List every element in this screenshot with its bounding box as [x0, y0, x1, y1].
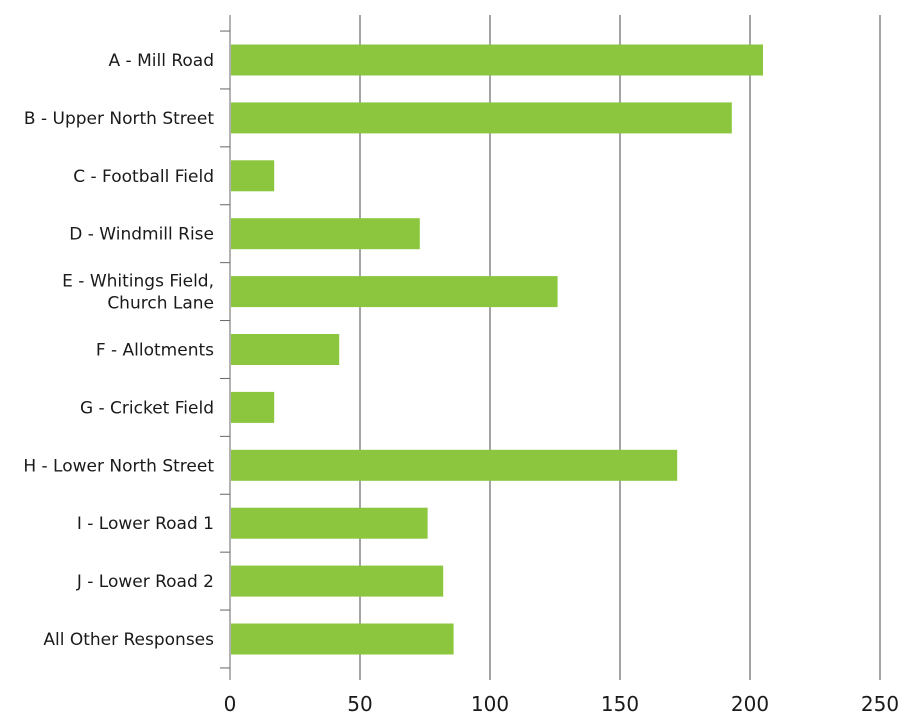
- x-tick-labels: 0 50 100 150 200 250: [224, 692, 899, 716]
- category-label: D - Windmill Rise: [69, 225, 214, 245]
- bar-4: [231, 218, 420, 250]
- bar-8: [231, 449, 678, 481]
- bar-7: [231, 391, 275, 423]
- category-label: Church Lane: [107, 294, 214, 314]
- category-label: J - Lower Road 2: [76, 572, 214, 592]
- category-label: A - Mill Road: [109, 51, 214, 71]
- bar-11: [231, 623, 454, 655]
- x-tick-label: 0: [224, 692, 237, 716]
- category-label: F - Allotments: [96, 341, 214, 361]
- category-label: E - Whitings Field,: [62, 272, 214, 292]
- x-tick-label: 250: [861, 692, 899, 716]
- category-label: I - Lower Road 1: [77, 514, 214, 534]
- category-label: C - Football Field: [73, 167, 214, 187]
- x-tick-label: 150: [601, 692, 639, 716]
- bar-9: [231, 507, 428, 539]
- category-label: B - Upper North Street: [24, 109, 214, 129]
- bar-5: [231, 276, 558, 308]
- x-tick-label: 50: [347, 692, 372, 716]
- bars: [231, 44, 763, 655]
- bar-6: [231, 334, 340, 365]
- x-tick-label: 200: [731, 692, 769, 716]
- category-labels: A - Mill Road B - Upper North Street C - F…: [23, 51, 214, 650]
- category-label: H - Lower North Street: [23, 456, 214, 476]
- x-tick-label: 100: [471, 692, 509, 716]
- category-axis: [220, 15, 231, 680]
- bar-10: [231, 565, 444, 597]
- category-label: All Other Responses: [43, 630, 214, 650]
- category-label: G - Cricket Field: [80, 398, 214, 418]
- bar-3: [231, 160, 275, 192]
- bar-1: [231, 44, 763, 76]
- bar-2: [231, 102, 732, 134]
